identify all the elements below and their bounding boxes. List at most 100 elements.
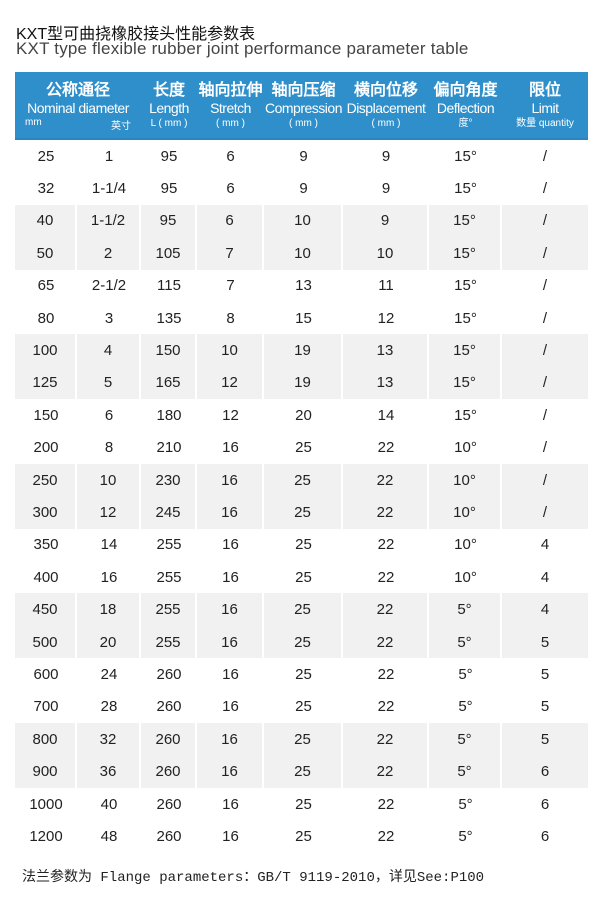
header-unit: L ( mm ): [150, 118, 188, 129]
cell-compression: 19: [264, 366, 343, 400]
table-row: 40 1-1/2 95 6 10 9 15° /: [15, 204, 588, 238]
header-en: Stretch: [210, 100, 251, 116]
header-deflection: 偏向角度 Deflection 度°: [429, 72, 502, 138]
header-unit: ( mm ): [289, 118, 318, 129]
cell-length: 255: [156, 536, 182, 554]
cell-limit: /: [502, 204, 588, 238]
table-body: 25 1 95 6 9 9 15°/32 1-1/4 95 6 9 9 15°/40 1-1/2 95 6 10…: [15, 140, 588, 853]
header-unit: ( mm ): [371, 118, 401, 129]
header-displacement: 横向位移 Displacement ( mm ): [343, 72, 429, 138]
cell-dn-mm: 700: [33, 698, 59, 716]
cell-compression: 9: [299, 147, 308, 165]
table-row: 800 32 260 16 25 22 5° 5: [15, 723, 588, 756]
cell-limit: 5: [540, 698, 550, 716]
cell-displacement: 22: [377, 536, 395, 554]
cell-dn-mm: 500: [15, 625, 77, 659]
cell-dn-inch: 8: [104, 439, 114, 457]
cell-stretch: 16: [222, 536, 239, 554]
table-row: 200 8 210 16 25 22 10° /: [15, 432, 588, 464]
header-length: 长度 Length L ( mm ): [141, 72, 197, 138]
cell-length: 230: [141, 463, 197, 497]
cell-deflection: 10°: [429, 463, 502, 497]
cell-stretch: 6: [197, 204, 264, 238]
cell-dn-mm: 350: [33, 536, 59, 554]
cell-compression: 19: [264, 334, 343, 367]
cell-dn-mm: 800: [15, 723, 77, 756]
cell-displacement: 9: [381, 180, 391, 198]
cell-displacement: 22: [343, 755, 429, 788]
table-header: 公称通径 Nominal diameter mm 英寸 长度 Length L (…: [15, 72, 588, 140]
cell-dn-inch: 5: [77, 366, 141, 400]
cell-displacement: 22: [377, 439, 395, 457]
cell-dn-mm: 300: [15, 496, 77, 529]
cell-length: 260: [156, 698, 182, 716]
cell-displacement: 14: [377, 406, 395, 424]
cell-limit: /: [542, 439, 548, 457]
table-row: 400 16 255 16 25 22 10° 4: [15, 561, 588, 593]
cell-limit: /: [542, 309, 548, 327]
cell-displacement: 13: [343, 334, 429, 367]
cell-dn-mm: 50: [15, 237, 77, 270]
cell-length: 95: [160, 147, 178, 165]
cell-compression: 25: [295, 536, 312, 554]
cell-length: 210: [156, 439, 182, 457]
cell-limit: /: [502, 366, 588, 400]
cell-displacement: 22: [343, 625, 429, 659]
cell-displacement: 11: [378, 277, 394, 295]
cell-dn-inch: 20: [77, 625, 141, 659]
cell-dn-inch: 32: [77, 723, 141, 756]
header-zh: 公称通径: [45, 82, 110, 99]
cell-length: 105: [141, 237, 197, 270]
cell-compression: 13: [295, 277, 312, 295]
cell-length: 135: [156, 309, 182, 327]
table-row: 32 1-1/4 95 6 9 9 15° /: [15, 172, 588, 204]
cell-stretch: 12: [222, 406, 239, 424]
cell-dn-mm: 400: [33, 568, 59, 586]
cell-stretch: 16: [197, 755, 264, 788]
header-en: Compression: [265, 100, 342, 116]
table-row: 65 2-1/2 115 7 13 11 15° /: [15, 270, 588, 302]
cell-displacement: 10: [343, 237, 429, 270]
table-row: 500 20 255 16 25 22 5° 5: [15, 625, 588, 659]
header-stretch: 轴向拉伸 Stretch ( mm ): [197, 72, 264, 138]
cell-deflection: 10°: [454, 439, 477, 457]
cell-dn-mm: 1200: [29, 827, 63, 845]
cell-limit: /: [542, 406, 548, 424]
cell-limit: 6: [502, 755, 588, 788]
cell-deflection: 15°: [454, 180, 477, 198]
table-row: 700 28 260 16 25 22 5° 5: [15, 691, 588, 723]
cell-length: 180: [156, 406, 182, 424]
cell-displacement: 22: [343, 723, 429, 756]
cell-dn-mm: 900: [15, 755, 77, 788]
cell-dn-inch: 1: [104, 147, 114, 165]
cell-dn-inch: 1-1/4: [91, 180, 127, 198]
cell-dn-inch: 3: [104, 309, 114, 327]
table-row: 1000 40 260 16 25 22 5° 6: [15, 788, 588, 820]
cell-length: 260: [156, 665, 182, 683]
cell-deflection: 15°: [454, 406, 477, 424]
cell-limit: 6: [540, 827, 550, 845]
cell-stretch: 12: [197, 366, 264, 400]
cell-compression: 9: [299, 180, 308, 198]
cell-compression: 25: [264, 723, 343, 756]
cell-stretch: 8: [226, 309, 235, 327]
header-zh: 限位: [528, 82, 561, 99]
cell-deflection: 15°: [429, 237, 502, 270]
cell-dn-inch: 1-1/2: [77, 204, 141, 238]
cell-stretch: 16: [197, 593, 264, 626]
header-zh: 轴向拉伸: [198, 82, 263, 99]
cell-deflection: 15°: [429, 334, 502, 367]
cell-deflection: 10°: [429, 496, 502, 529]
cell-limit: /: [542, 147, 548, 165]
cell-dn-mm: 200: [33, 439, 59, 457]
cell-stretch: 6: [226, 147, 235, 165]
header-unit: 度°: [458, 118, 473, 129]
cell-stretch: 16: [222, 795, 239, 813]
cell-stretch: 7: [197, 237, 264, 270]
cell-stretch: 16: [197, 463, 264, 497]
cell-compression: 25: [264, 593, 343, 626]
cell-displacement: 22: [377, 795, 395, 813]
cell-limit: 4: [540, 536, 550, 554]
table-row: 900 36 260 16 25 22 5° 6: [15, 755, 588, 788]
cell-deflection: 5°: [458, 795, 473, 813]
